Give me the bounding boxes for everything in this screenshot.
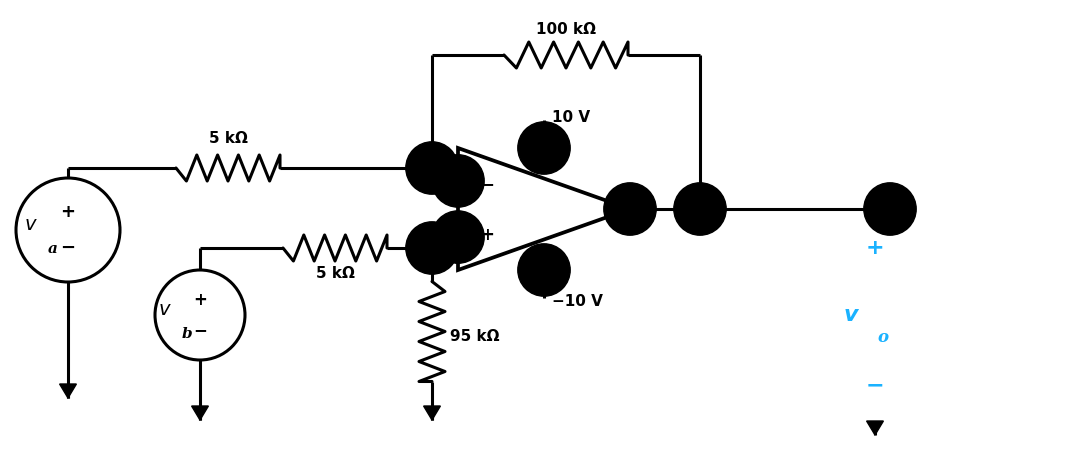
Text: −: − xyxy=(480,175,494,193)
Text: −: − xyxy=(866,375,884,395)
Text: +: + xyxy=(480,226,494,244)
Text: −: − xyxy=(193,321,207,339)
Text: 100 kΩ: 100 kΩ xyxy=(536,22,596,37)
Text: a: a xyxy=(48,242,58,256)
Text: 10 V: 10 V xyxy=(552,110,590,126)
Circle shape xyxy=(518,122,570,174)
Text: +: + xyxy=(866,238,884,258)
Polygon shape xyxy=(60,384,76,398)
Polygon shape xyxy=(424,406,441,420)
Circle shape xyxy=(673,183,727,235)
Polygon shape xyxy=(191,406,209,420)
Text: $v$: $v$ xyxy=(24,216,38,234)
Circle shape xyxy=(406,222,458,274)
Polygon shape xyxy=(867,421,883,435)
Circle shape xyxy=(518,244,570,296)
Text: +: + xyxy=(61,203,76,221)
Text: −: − xyxy=(61,239,76,257)
Text: $v$: $v$ xyxy=(159,301,172,319)
Circle shape xyxy=(604,183,656,235)
Text: 5 kΩ: 5 kΩ xyxy=(316,266,354,281)
Text: o: o xyxy=(877,329,888,346)
Text: 95 kΩ: 95 kΩ xyxy=(450,329,500,344)
Circle shape xyxy=(406,142,458,194)
Text: 5 kΩ: 5 kΩ xyxy=(209,131,248,146)
Text: +: + xyxy=(193,291,207,309)
Text: b: b xyxy=(182,327,192,341)
Text: $\bfit{v}$: $\bfit{v}$ xyxy=(843,304,860,326)
Circle shape xyxy=(432,211,484,263)
Circle shape xyxy=(432,155,484,207)
Text: −10 V: −10 V xyxy=(552,295,603,309)
Circle shape xyxy=(863,183,917,235)
